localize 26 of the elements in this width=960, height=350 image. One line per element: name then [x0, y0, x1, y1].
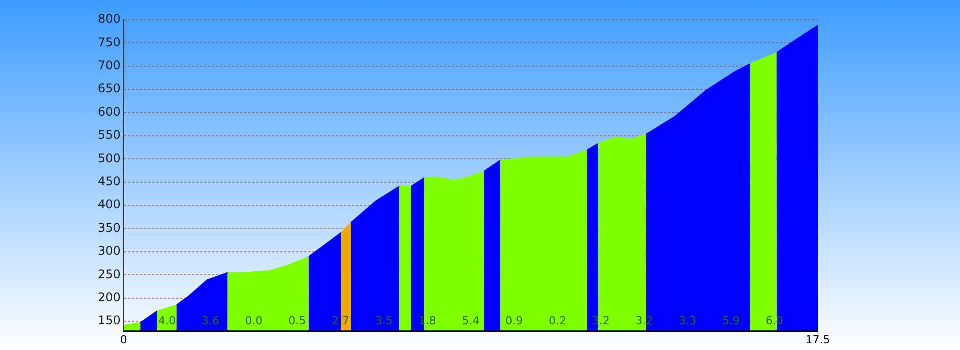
- y-tick-label: 650: [98, 82, 121, 96]
- y-tick-label: 250: [98, 267, 121, 282]
- y-tick-label: 750: [98, 35, 121, 50]
- y-tick-label: 400: [98, 198, 121, 212]
- annotation: 5.9: [722, 314, 740, 328]
- y-tick-label: 150: [98, 314, 121, 328]
- y-tick-label: 700: [98, 58, 121, 73]
- x-tick-label: 17.5: [806, 333, 830, 346]
- annotation: 0.0: [245, 314, 263, 328]
- y-tick-label: 500: [98, 151, 121, 166]
- annotation: 0.2: [548, 314, 566, 328]
- y-tick-label: 600: [98, 104, 121, 119]
- annotation: 0.9: [506, 314, 524, 328]
- y-tick-label: 550: [98, 128, 121, 142]
- annotation: 3.6: [202, 314, 220, 328]
- annotation: 5.4: [462, 314, 480, 328]
- x-tick-label: 0: [120, 333, 128, 346]
- y-tick-label: 300: [98, 244, 121, 258]
- annotation: 0.5: [288, 314, 306, 328]
- annotation: 3.5: [375, 314, 393, 328]
- y-tick-label: 800: [98, 12, 121, 26]
- y-tick-label: 200: [98, 290, 121, 304]
- annotation: 3.3: [679, 314, 697, 328]
- y-tick-label: 450: [98, 174, 121, 188]
- y-tick-label: 350: [98, 220, 121, 235]
- annotation: 4.0: [158, 314, 176, 328]
